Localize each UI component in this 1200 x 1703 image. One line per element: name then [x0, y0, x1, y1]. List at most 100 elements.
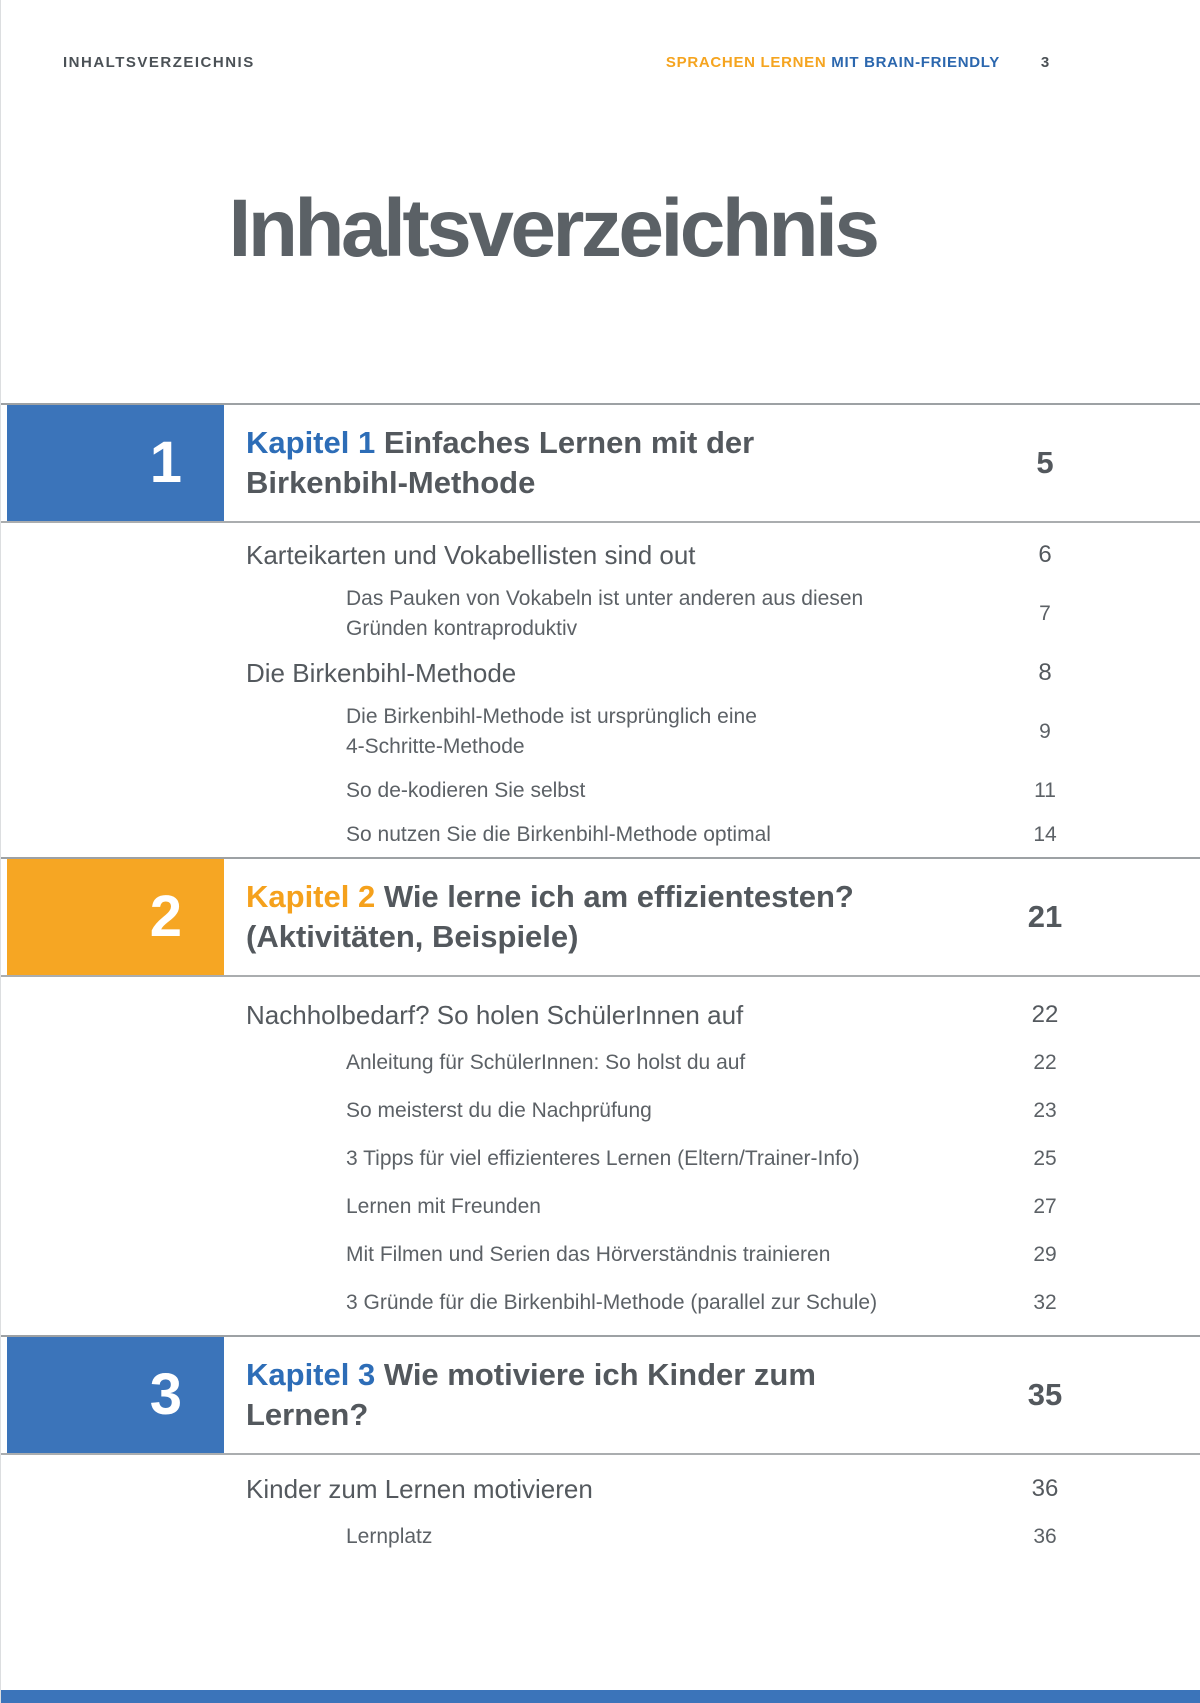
chapter-band-1[interactable]: 1 Kapitel 1 Einfaches Lernen mit der Birke…	[1, 403, 1200, 523]
entry-text-line: Mit Filmen und Serien das Hörverständnis…	[346, 1243, 831, 1266]
chapter-number: 3	[149, 1362, 182, 1427]
chapter-title-line2: Lernen?	[246, 1397, 369, 1432]
entry-page-number: 32	[1033, 1291, 1057, 1314]
toc-entry[interactable]: 3 Tipps für viel effizienteres Lernen (E…	[246, 1135, 1090, 1183]
entry-page-number: 9	[1039, 720, 1051, 743]
toc-entry[interactable]: Lernplatz 36	[246, 1513, 1090, 1561]
entry-text-line: So meisterst du die Nachprüfung	[346, 1099, 652, 1122]
entry-page-number: 23	[1033, 1099, 1057, 1122]
chapter-title-line2: Birkenbihl-Methode	[246, 465, 536, 500]
entry-page-number: 8	[1038, 659, 1052, 686]
entry-text-line: Karteikarten und Vokabellisten sind out	[246, 540, 696, 570]
entry-text-line: 4-Schritte-Methode	[346, 735, 525, 758]
entry-text-line: 3 Tipps für viel effizienteres Lernen (E…	[346, 1147, 860, 1170]
entry-page-number: 22	[1031, 1001, 1059, 1028]
entry-text-line: Gründen kontraproduktiv	[346, 617, 578, 640]
entry-text-line: Die Birkenbihl-Methode	[246, 658, 517, 688]
entry-text: Lernplatz	[246, 1522, 1000, 1552]
entry-text: Lernen mit Freunden	[246, 1192, 1000, 1222]
entry-page-number: 29	[1033, 1243, 1057, 1266]
toc-entry[interactable]: So nutzen Sie die Birkenbihl-Methode opt…	[246, 813, 1090, 857]
toc-entry[interactable]: So meisterst du die Nachprüfung 23	[246, 1087, 1090, 1135]
entry-text: Die Birkenbihl-Methode	[246, 657, 1000, 689]
chapter-number-box: 1	[7, 405, 224, 521]
entry-text-line: Anleitung für SchülerInnen: So holst du …	[346, 1051, 746, 1074]
header-page-number: 3	[1040, 54, 1050, 71]
toc-entry[interactable]: Die Birkenbihl-Methode ist ursprünglich …	[246, 695, 1090, 769]
entry-text-line: Nachholbedarf? So holen SchülerInnen auf	[246, 1000, 744, 1030]
toc-entry[interactable]: Lernen mit Freunden 27	[246, 1183, 1090, 1231]
toc-entry[interactable]: Kinder zum Lernen motivieren 36	[246, 1465, 1090, 1513]
entry-text: Karteikarten und Vokabellisten sind out	[246, 539, 1000, 571]
brand: SPRACHEN LERNEN MIT BRAIN-FRIENDLY	[666, 54, 1000, 71]
chapter-label: Kapitel 3	[246, 1357, 376, 1392]
entry-text: 3 Tipps für viel effizienteres Lernen (E…	[246, 1144, 1000, 1174]
entry-text-line: Das Pauken von Vokabeln ist unter andere…	[346, 587, 864, 610]
footer-accent-bar	[1, 1690, 1200, 1703]
toc-entry[interactable]: Anleitung für SchülerInnen: So holst du …	[246, 1039, 1090, 1087]
chapter-title-line2: (Aktivitäten, Beispiele)	[246, 919, 579, 954]
chapter-2-entries: Nachholbedarf? So holen SchülerInnen auf…	[1, 977, 1200, 1335]
entry-text-line: Lernplatz	[346, 1525, 433, 1548]
entry-text-line: 3 Gründe für die Birkenbihl-Methode (par…	[346, 1291, 878, 1314]
entry-text: Das Pauken von Vokabeln ist unter andere…	[246, 584, 1000, 644]
chapter-number: 1	[149, 430, 182, 495]
chapter-title: Kapitel 3 Wie motiviere ich Kinder zum Le…	[224, 1355, 1000, 1435]
entry-text: So de-kodieren Sie selbst	[246, 776, 1000, 806]
chapter-number-box: 2	[7, 859, 224, 975]
toc-entry[interactable]: Mit Filmen und Serien das Hörverständnis…	[246, 1231, 1090, 1279]
entry-text: So nutzen Sie die Birkenbihl-Methode opt…	[246, 820, 1000, 850]
chapter-number: 2	[149, 884, 182, 949]
chapter-page-number: 35	[1027, 1377, 1063, 1412]
chapter-title-text: Einfaches Lernen mit der	[375, 425, 755, 460]
toc-entry[interactable]: Nachholbedarf? So holen SchülerInnen auf…	[246, 991, 1090, 1039]
entry-text-line: So de-kodieren Sie selbst	[346, 779, 586, 802]
toc-entry[interactable]: Die Birkenbihl-Methode 8	[246, 651, 1090, 695]
brand-blue-part: MIT BRAIN-FRIENDLY	[826, 54, 1000, 71]
entry-text: Nachholbedarf? So holen SchülerInnen auf	[246, 999, 1000, 1031]
chapter-label: Kapitel 2	[246, 879, 376, 914]
chapter-title-line1: Kapitel 1 Einfaches Lernen mit der	[246, 423, 990, 463]
entry-text: So meisterst du die Nachprüfung	[246, 1096, 1000, 1126]
chapter-page-number: 21	[1027, 899, 1063, 934]
chapter-title-line1: Kapitel 3 Wie motiviere ich Kinder zum	[246, 1355, 990, 1395]
chapter-label: Kapitel 1	[246, 425, 376, 460]
page-header: INHALTSVERZEICHNIS SPRACHEN LERNEN MIT B…	[1, 54, 1200, 71]
toc-entry[interactable]: So de-kodieren Sie selbst 11	[246, 769, 1090, 813]
toc-entry[interactable]: Karteikarten und Vokabellisten sind out 6	[246, 533, 1090, 577]
entry-page-number: 22	[1033, 1051, 1057, 1074]
entry-text: Mit Filmen und Serien das Hörverständnis…	[246, 1240, 1000, 1270]
entry-page-number: 7	[1039, 602, 1051, 625]
chapter-title-text: Wie lerne ich am effizientesten?	[375, 879, 854, 914]
chapter-title: Kapitel 1 Einfaches Lernen mit der Birken…	[224, 423, 1000, 503]
header-section-title: INHALTSVERZEICHNIS	[63, 54, 255, 71]
entry-page-number: 11	[1034, 779, 1056, 802]
chapter-number-box: 3	[7, 1337, 224, 1453]
entry-text: Kinder zum Lernen motivieren	[246, 1473, 1000, 1505]
chapter-title-text: Wie motiviere ich Kinder zum	[375, 1357, 816, 1392]
entry-text: Die Birkenbihl-Methode ist ursprünglich …	[246, 702, 1000, 762]
page-title: Inhaltsverzeichnis	[228, 183, 880, 274]
chapter-band-2[interactable]: 2 Kapitel 2 Wie lerne ich am effizientest…	[1, 857, 1200, 977]
entry-text-line: Kinder zum Lernen motivieren	[246, 1474, 593, 1504]
chapter-band-3[interactable]: 3 Kapitel 3 Wie motiviere ich Kinder zum L…	[1, 1335, 1200, 1455]
entry-text: 3 Gründe für die Birkenbihl-Methode (par…	[246, 1288, 1000, 1318]
entry-page-number: 6	[1038, 541, 1052, 568]
entry-page-number: 25	[1033, 1147, 1057, 1170]
brand-orange-part: SPRACHEN LERNEN	[665, 54, 827, 71]
toc-entry[interactable]: Das Pauken von Vokabeln ist unter andere…	[246, 577, 1090, 651]
entry-page-number: 36	[1033, 1525, 1057, 1548]
entry-page-number: 27	[1033, 1195, 1057, 1218]
entry-page-number: 14	[1033, 823, 1057, 846]
entry-text: Anleitung für SchülerInnen: So holst du …	[246, 1048, 1000, 1078]
entry-text-line: Lernen mit Freunden	[346, 1195, 541, 1218]
table-of-contents: 1 Kapitel 1 Einfaches Lernen mit der Birke…	[1, 403, 1200, 1561]
entry-text-line: So nutzen Sie die Birkenbihl-Methode opt…	[346, 823, 771, 846]
chapter-title: Kapitel 2 Wie lerne ich am effizienteste…	[224, 877, 1000, 957]
chapter-page-number: 5	[1036, 445, 1054, 480]
entry-text-line: Die Birkenbihl-Methode ist ursprünglich …	[346, 705, 757, 728]
chapter-1-entries: Karteikarten und Vokabellisten sind out 6…	[1, 523, 1200, 857]
toc-entry[interactable]: 3 Gründe für die Birkenbihl-Methode (par…	[246, 1279, 1090, 1327]
entry-page-number: 36	[1031, 1475, 1059, 1502]
